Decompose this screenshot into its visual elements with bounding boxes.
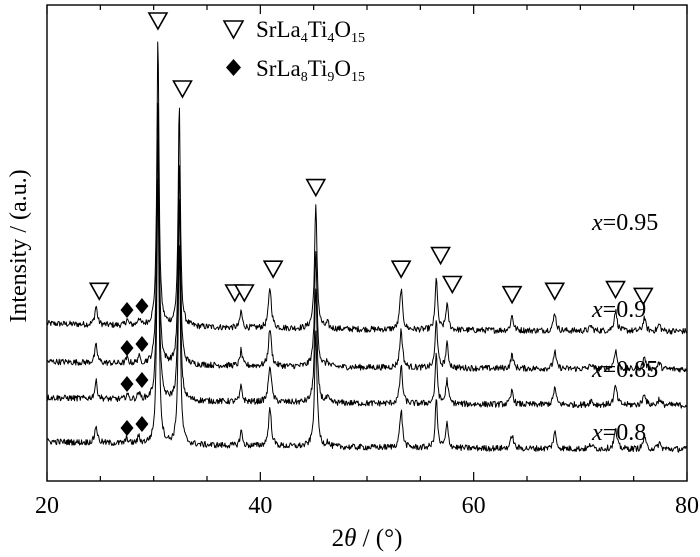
series-label-value: =0.8 — [603, 420, 647, 446]
x-axis-tick-labels: 20 40 60 80 — [35, 493, 699, 519]
series-label-value: =0.85 — [603, 357, 659, 383]
srla4ti4o15-marker — [430, 246, 451, 266]
legend-2-sub2: 9 — [327, 70, 334, 85]
srla8ti9o15-marker — [120, 340, 134, 356]
series-label-var: x — [591, 297, 603, 323]
x-axis-label-prefix: 2 — [332, 525, 345, 552]
legend-2-base: SrLa — [256, 56, 301, 81]
series-label: x=0.85 — [591, 357, 658, 383]
series-label-var: x — [591, 210, 603, 236]
diffraction-traces — [46, 41, 688, 453]
series-labels: x=0.95x=0.9x=0.85x=0.8 — [591, 210, 658, 446]
series-label-value: =0.95 — [603, 210, 659, 236]
series-label: x=0.9 — [591, 297, 646, 323]
y-axis-label: Intensity / (a.u.) — [6, 169, 32, 322]
legend-1-sub3: 15 — [351, 31, 365, 46]
srla4ti4o15-marker — [305, 178, 327, 198]
legend-1-sub1: 4 — [301, 31, 308, 46]
srla8ti9o15-marker — [135, 416, 149, 432]
legend-1-mid: Ti — [308, 17, 328, 42]
x-axis-ticks — [46, 5, 688, 481]
legend-2-sub1: 8 — [301, 70, 308, 85]
plot-frame — [46, 4, 688, 482]
srla8ti9o15-marker — [135, 298, 149, 314]
legend-2-end: O — [334, 56, 351, 81]
srla4ti4o15-marker — [147, 12, 169, 31]
legend-2-sub3: 15 — [351, 70, 365, 85]
srla4ti4o15-marker — [262, 260, 284, 279]
srla8ti9o15-marker — [120, 420, 134, 436]
series-label-var: x — [591, 420, 603, 446]
trace-x0.85 — [46, 138, 688, 409]
srla4ti4o15-marker — [390, 260, 412, 279]
x-axis-label: 2θ / (°) — [332, 525, 403, 552]
srla8ti9o15-marker — [135, 336, 149, 352]
x-tick-label: 20 — [35, 493, 59, 519]
legend-1-sub2: 4 — [327, 31, 334, 46]
x-tick-label: 40 — [248, 493, 272, 519]
srla8ti9o15-marker — [120, 302, 134, 318]
x-tick-label: 80 — [675, 493, 699, 519]
trace-x0.8 — [46, 178, 688, 453]
legend: SrLa4Ti4O15 SrLa8Ti9O15 — [222, 17, 365, 85]
srla4ti4o15-marker — [544, 282, 566, 301]
legend-triangle-marker — [222, 20, 245, 40]
series-label: x=0.8 — [591, 420, 646, 446]
srla4ti4o15-marker — [441, 275, 463, 295]
series-label-value: =0.9 — [603, 297, 647, 323]
legend-1-end: O — [334, 17, 351, 42]
srla8ti9o15-marker — [135, 372, 149, 388]
srla4ti4o15-marker — [632, 287, 654, 307]
legend-2-mid: Ti — [308, 56, 328, 81]
srla4ti4o15-marker — [233, 284, 255, 303]
plot-area: x=0.95x=0.9x=0.85x=0.8 — [46, 12, 688, 453]
srla4ti4o15-marker — [172, 80, 193, 99]
srla4ti4o15-marker — [605, 280, 626, 300]
x-tick-label: 60 — [462, 493, 486, 519]
legend-entry-srla4ti4o15: SrLa4Ti4O15 — [256, 17, 365, 46]
legend-entry-srla8ti9o15: SrLa8Ti9O15 — [256, 56, 365, 85]
x-axis-label-symbol: θ — [344, 525, 356, 552]
phase-markers — [88, 12, 654, 436]
series-label: x=0.95 — [591, 210, 658, 236]
srla4ti4o15-marker — [88, 282, 110, 301]
srla4ti4o15-marker — [501, 285, 523, 305]
trace-x0.9 — [46, 102, 688, 373]
legend-1-base: SrLa — [256, 17, 301, 42]
x-axis-label-suffix: / (°) — [356, 525, 402, 552]
srla8ti9o15-marker — [120, 376, 134, 392]
legend-diamond-marker — [226, 59, 241, 76]
trace-x0.95 — [46, 41, 688, 335]
series-label-var: x — [591, 357, 603, 383]
